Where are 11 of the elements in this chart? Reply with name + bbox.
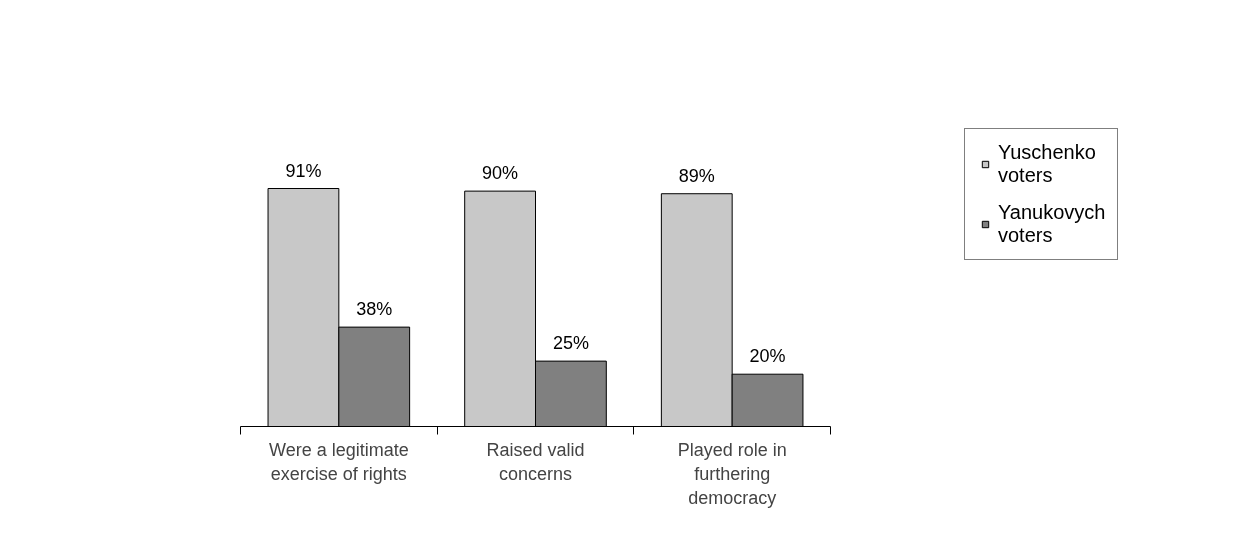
data-label: 25%	[552, 333, 589, 354]
x-tick-label: Were a legitimate exercise of rights	[268, 439, 409, 484]
legend-label: Yuschenko voters	[998, 141, 1096, 187]
data-label: 20%	[749, 346, 786, 367]
x-tick-label: Played role in furthering democracy	[677, 439, 787, 508]
data-label: 91%	[285, 160, 322, 181]
data-label: 38%	[356, 299, 393, 320]
data-label: 90%	[482, 163, 519, 184]
legend-label: Yanukovych voters	[998, 201, 1106, 247]
data-label: 89%	[678, 165, 715, 186]
x-tick-label: Raised valid concerns	[486, 439, 585, 484]
